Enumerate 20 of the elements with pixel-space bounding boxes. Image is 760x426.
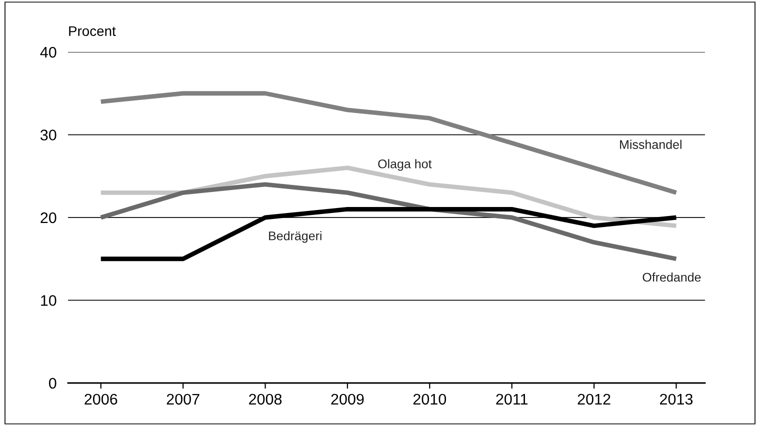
- x-tick-label: 2009: [331, 394, 364, 405]
- x-tick-label: 2007: [166, 394, 200, 405]
- y-axis-title: Procent: [69, 26, 116, 36]
- text: Misshandel: [620, 140, 682, 149]
- series-label: Bedrägeri: [269, 231, 322, 243]
- series-label: Olaga hot: [378, 159, 432, 171]
- x-tick-label: 2011: [496, 394, 528, 405]
- y-tick-label: 20: [40, 212, 56, 224]
- x-tick-label: 2008: [249, 394, 282, 405]
- y-tick-label: 40: [40, 46, 56, 58]
- x-tick-label: 2012: [578, 394, 610, 405]
- x-tick-label: 2006: [84, 394, 118, 405]
- y-tick-label: 0: [48, 378, 56, 389]
- x-tick-label: 2013: [660, 394, 693, 405]
- line-series: [98, 207, 678, 262]
- y-tick-label: 30: [40, 130, 56, 140]
- line-series: [98, 182, 678, 262]
- y-tick-label: 10: [41, 295, 56, 306]
- series-label: Ofredande: [642, 272, 701, 282]
- x-tick-label: 2010: [413, 394, 446, 405]
